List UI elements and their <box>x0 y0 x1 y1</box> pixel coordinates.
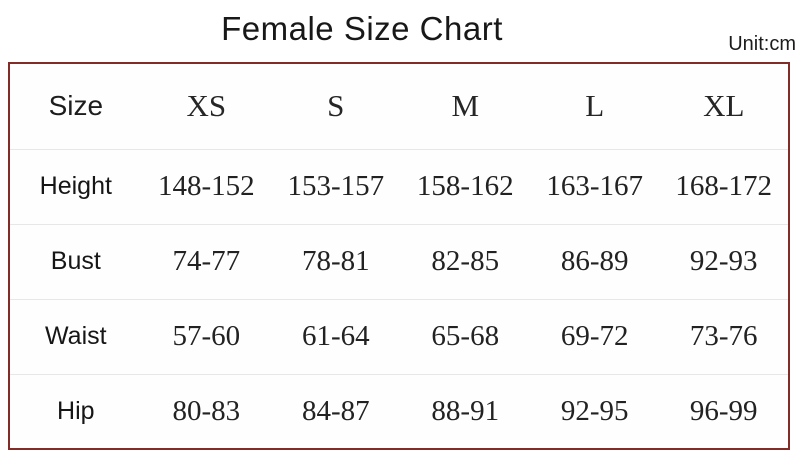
unit-label: Unit:cm <box>728 33 796 55</box>
column-header-m: M <box>451 88 480 124</box>
table-cell: 163-167 <box>546 170 644 202</box>
table-row-waist: Waist 57-60 61-64 65-68 69-72 73-76 <box>9 299 789 374</box>
table-header-row: Size XS S M L XL <box>9 63 789 149</box>
column-header-s: S <box>327 88 345 124</box>
column-header-xl: XL <box>703 88 745 124</box>
table-cell: 168-172 <box>675 170 773 202</box>
row-label-bust: Bust <box>50 247 101 275</box>
row-label-height: Height <box>39 172 112 200</box>
row-label-hip: Hip <box>57 396 95 425</box>
row-label-waist: Waist <box>45 322 107 350</box>
table-cell: 78-81 <box>301 245 370 277</box>
table-cell: 158-162 <box>416 170 514 202</box>
column-header-xs: XS <box>186 88 227 124</box>
table-row-bust: Bust 74-77 78-81 82-85 86-89 92-93 <box>9 224 789 299</box>
table-cell: 88-91 <box>431 394 500 427</box>
table-row-height: Height 148-152 153-157 158-162 163-167 1… <box>9 149 789 224</box>
table-cell: 96-99 <box>689 394 758 427</box>
table-cell: 84-87 <box>301 394 370 427</box>
column-header-l: L <box>585 88 605 124</box>
table-cell: 153-157 <box>287 170 385 202</box>
table-row-hip: Hip 80-83 84-87 88-91 92-95 96-99 <box>9 374 789 449</box>
table-cell: 92-95 <box>560 394 629 427</box>
table-cell: 61-64 <box>301 320 370 352</box>
page-title: Female Size Chart <box>221 10 503 47</box>
table-cell: 86-89 <box>560 245 629 277</box>
size-chart-table: Size XS S M L XL Height 148-152 153-157 … <box>8 62 790 450</box>
table-cell: 82-85 <box>431 245 500 277</box>
table-cell: 69-72 <box>560 320 629 352</box>
table-cell: 74-77 <box>172 245 241 277</box>
table-cell: 92-93 <box>689 245 758 277</box>
table-cell: 57-60 <box>172 320 241 352</box>
table-cell: 80-83 <box>172 394 241 427</box>
table-cell: 73-76 <box>689 320 758 352</box>
table-cell: 65-68 <box>431 320 500 352</box>
table-cell: 148-152 <box>157 170 255 202</box>
column-header-size: Size <box>48 90 104 122</box>
